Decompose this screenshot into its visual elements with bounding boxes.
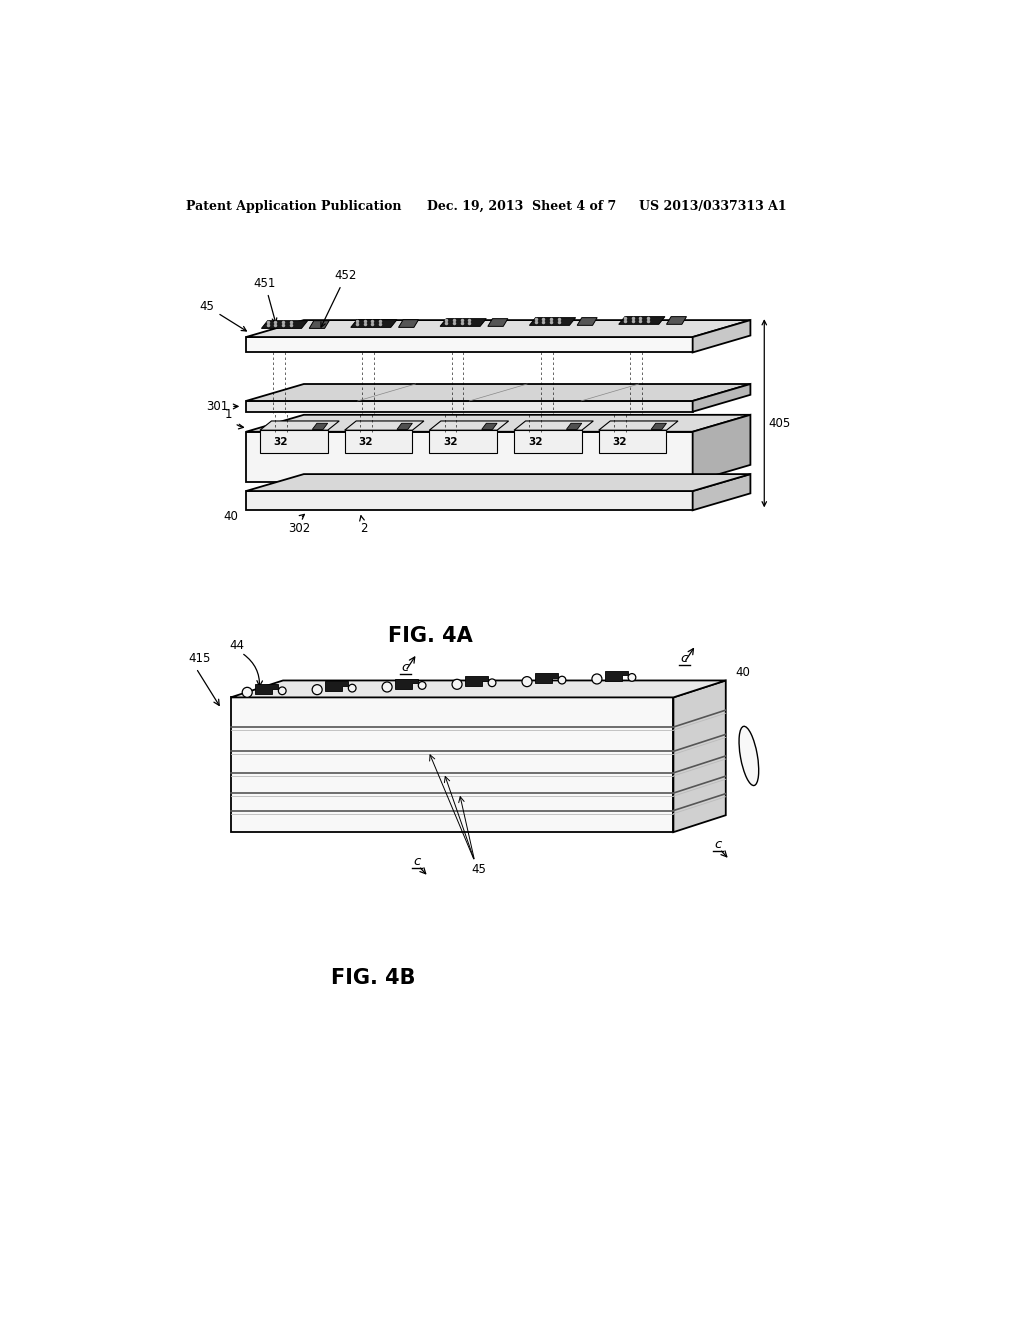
Text: 302: 302 (289, 515, 310, 535)
Circle shape (488, 678, 496, 686)
Circle shape (592, 675, 602, 684)
Polygon shape (326, 681, 348, 692)
Polygon shape (692, 414, 751, 482)
Polygon shape (230, 681, 726, 697)
Polygon shape (246, 432, 692, 482)
Text: c: c (715, 838, 722, 851)
Circle shape (382, 682, 392, 692)
Polygon shape (465, 676, 488, 686)
Text: 32: 32 (443, 437, 458, 446)
Text: Patent Application Publication: Patent Application Publication (186, 199, 401, 213)
Polygon shape (395, 678, 418, 689)
Circle shape (348, 684, 356, 692)
Polygon shape (692, 384, 751, 412)
Polygon shape (309, 321, 330, 329)
Polygon shape (345, 421, 424, 430)
Circle shape (279, 686, 286, 694)
Text: c: c (414, 855, 421, 869)
Circle shape (522, 677, 532, 686)
Polygon shape (351, 319, 397, 327)
Polygon shape (599, 421, 678, 430)
Polygon shape (667, 317, 686, 325)
Text: Dec. 19, 2013  Sheet 4 of 7: Dec. 19, 2013 Sheet 4 of 7 (427, 199, 616, 213)
Polygon shape (397, 424, 413, 429)
Text: 44: 44 (229, 639, 245, 652)
Text: 2: 2 (359, 516, 368, 535)
Polygon shape (246, 337, 692, 352)
Circle shape (452, 680, 462, 689)
Polygon shape (674, 681, 726, 832)
Polygon shape (692, 474, 751, 511)
Text: 451: 451 (254, 277, 276, 323)
Text: 32: 32 (273, 437, 289, 446)
Text: c: c (401, 661, 409, 675)
Polygon shape (246, 401, 692, 412)
Text: 452: 452 (321, 269, 357, 327)
Polygon shape (429, 421, 509, 430)
Text: 45: 45 (200, 300, 247, 331)
Polygon shape (260, 421, 339, 430)
Polygon shape (618, 317, 665, 325)
Text: 32: 32 (358, 437, 373, 446)
Polygon shape (246, 474, 751, 491)
Text: 40: 40 (735, 667, 750, 680)
Polygon shape (246, 414, 751, 432)
Polygon shape (261, 321, 307, 329)
Polygon shape (529, 318, 575, 325)
Text: 32: 32 (528, 437, 543, 446)
Polygon shape (255, 684, 279, 694)
Polygon shape (312, 424, 328, 429)
Text: 40: 40 (223, 510, 239, 523)
Ellipse shape (739, 726, 759, 785)
Polygon shape (605, 671, 628, 681)
Polygon shape (599, 430, 667, 453)
Polygon shape (345, 430, 413, 453)
Polygon shape (230, 697, 674, 832)
Polygon shape (429, 430, 497, 453)
Text: 32: 32 (612, 437, 627, 446)
Polygon shape (651, 424, 667, 429)
Polygon shape (578, 318, 597, 325)
Text: 405: 405 (768, 417, 791, 430)
Text: 45: 45 (471, 862, 486, 875)
Polygon shape (514, 430, 582, 453)
Text: c: c (681, 652, 688, 665)
Text: 415: 415 (188, 652, 211, 665)
Circle shape (243, 688, 252, 697)
Text: FIG. 4A: FIG. 4A (388, 626, 473, 645)
Text: 1: 1 (224, 408, 244, 429)
Polygon shape (692, 321, 751, 352)
Circle shape (558, 676, 566, 684)
Text: 301: 301 (206, 400, 238, 413)
Text: FIG. 4B: FIG. 4B (331, 969, 416, 989)
Polygon shape (246, 384, 751, 401)
Polygon shape (487, 318, 508, 326)
Text: US 2013/0337313 A1: US 2013/0337313 A1 (639, 199, 786, 213)
Polygon shape (481, 424, 497, 429)
Polygon shape (260, 430, 328, 453)
Circle shape (628, 673, 636, 681)
Circle shape (312, 685, 323, 694)
Circle shape (418, 681, 426, 689)
Polygon shape (440, 318, 486, 326)
Polygon shape (514, 421, 593, 430)
Polygon shape (398, 319, 419, 327)
Polygon shape (536, 673, 558, 684)
Polygon shape (566, 424, 582, 429)
Polygon shape (246, 321, 751, 337)
Polygon shape (246, 491, 692, 511)
